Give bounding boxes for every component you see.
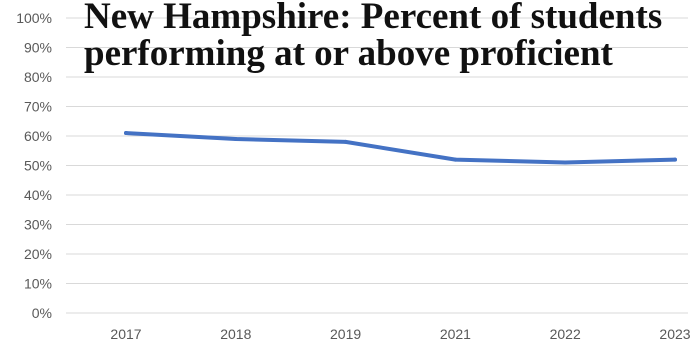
data-point	[673, 157, 677, 162]
chart-title-line-2: performing at or above proficient	[84, 33, 614, 74]
y-tick-label: 0%	[32, 305, 52, 321]
data-series	[124, 131, 677, 165]
y-tick-label: 60%	[24, 128, 52, 144]
y-tick-label: 80%	[24, 69, 52, 85]
y-tick-label: 70%	[24, 99, 52, 115]
data-point	[453, 157, 458, 162]
x-tick-label: 2017	[110, 326, 141, 342]
x-tick-label: 2018	[220, 326, 251, 342]
chart-title-line-1: New Hampshire: Percent of students	[84, 0, 662, 37]
x-tick-label: 2023	[659, 326, 690, 342]
x-tick-label: 2019	[330, 326, 361, 342]
y-tick-label: 10%	[24, 276, 52, 292]
y-tick-label: 40%	[24, 187, 52, 203]
x-tick-label: 2022	[550, 326, 581, 342]
y-tick-label: 30%	[24, 217, 52, 233]
y-tick-label: 20%	[24, 246, 52, 262]
chart-title: New Hampshire: Percent of students perfo…	[84, 0, 662, 74]
x-axis-tick-labels: 2017 2018 2019 2021 2022 2023	[110, 326, 690, 342]
y-axis-tick-labels: 0% 10% 20% 30% 40% 50% 60% 70% 80% 90% 100%	[16, 10, 52, 321]
y-tick-label: 50%	[24, 158, 52, 174]
y-tick-label: 100%	[16, 10, 52, 26]
y-tick-label: 90%	[24, 40, 52, 56]
data-point	[343, 139, 348, 144]
x-tick-label: 2021	[440, 326, 471, 342]
series-line	[124, 131, 677, 165]
data-point	[124, 131, 128, 136]
data-point	[563, 160, 568, 165]
data-point	[233, 136, 238, 141]
